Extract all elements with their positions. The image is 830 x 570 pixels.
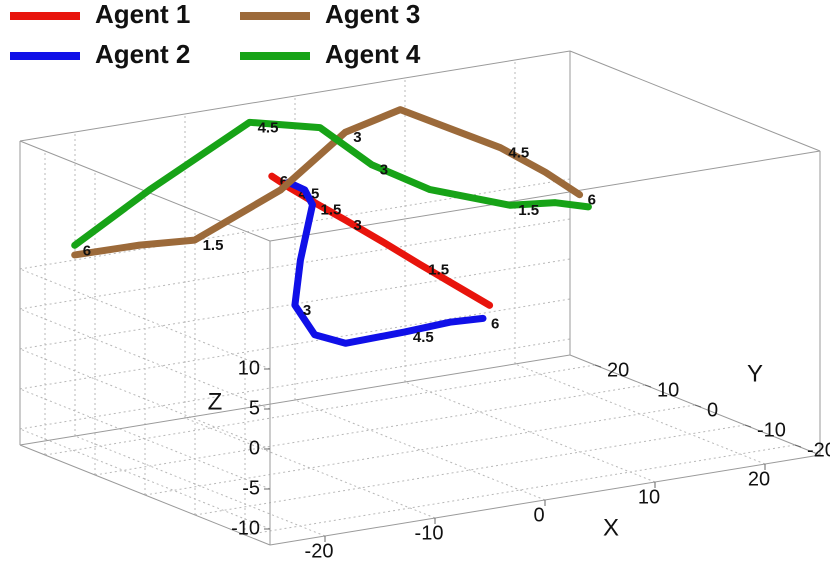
legend-label: Agent 1	[95, 0, 190, 29]
time-label: 1.5	[518, 202, 539, 219]
y-tick	[694, 404, 702, 408]
y-tick-label: -20	[807, 439, 830, 461]
time-label: 4.5	[413, 329, 434, 346]
grid-line	[294, 399, 546, 501]
x-tick-label: -10	[415, 522, 444, 544]
trajectory	[284, 178, 487, 347]
y-tick	[794, 444, 802, 448]
y-tick-label: -10	[757, 419, 786, 441]
grid-line	[94, 384, 646, 476]
legend-label: Agent 3	[325, 0, 420, 29]
grid-line	[144, 404, 696, 496]
y-tick	[644, 384, 652, 388]
z-tick-label: 0	[249, 437, 260, 459]
time-label: 3	[354, 217, 362, 234]
legend-label: Agent 4	[325, 39, 421, 69]
trajectory	[71, 118, 592, 249]
x-axis-label: X	[603, 515, 619, 542]
x-tick-label: 0	[533, 504, 544, 526]
box-edge	[19, 354, 571, 446]
grid-line	[184, 417, 436, 519]
x-tick-label: -20	[305, 540, 334, 562]
time-label: 4.5	[508, 145, 529, 162]
time-label: 4.5	[258, 119, 279, 136]
y-tick	[744, 424, 752, 428]
box-edge	[19, 444, 271, 546]
y-tick-label: 0	[707, 399, 718, 421]
legend-label: Agent 2	[95, 39, 190, 69]
time-label: 3	[380, 162, 388, 179]
z-tick-label: 5	[249, 397, 260, 419]
time-label: 6	[491, 315, 499, 332]
y-tick-label: 10	[657, 379, 679, 401]
z-tick-label: -10	[231, 517, 260, 539]
time-label: 3	[353, 129, 361, 146]
time-label: 1.5	[321, 202, 342, 219]
z-tick-label: -5	[242, 477, 260, 499]
z-tick-label: 10	[238, 357, 260, 379]
time-label: 6	[83, 242, 91, 259]
x-tick-label: 20	[748, 468, 770, 490]
y-tick	[594, 364, 602, 368]
box-edge	[19, 50, 571, 142]
time-label: 3	[303, 302, 311, 319]
box-edge	[569, 50, 821, 152]
grid-line	[44, 364, 596, 456]
time-label: 6	[280, 173, 288, 190]
time-label: 1.5	[428, 262, 449, 279]
x-tick-label: 10	[638, 486, 660, 508]
trajectory	[71, 106, 584, 259]
z-axis-label: Z	[208, 388, 223, 415]
y-axis-label: Y	[747, 360, 763, 387]
time-label: 1.5	[203, 237, 224, 254]
time-label: 6	[588, 192, 596, 209]
y-tick-label: 20	[607, 359, 629, 381]
